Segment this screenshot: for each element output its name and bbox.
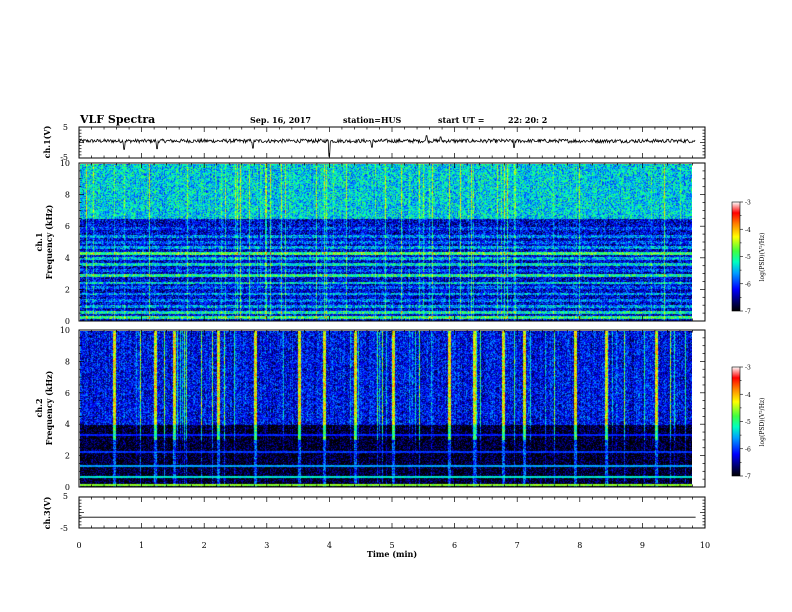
- ch1-spectrogram-ytick-label: 10: [60, 159, 70, 168]
- ch1-spectrogram-ylabel2: Frequency (kHz): [44, 204, 54, 279]
- figure-start-label: start UT =: [438, 115, 485, 125]
- ch1-spectrogram-canvas: [80, 164, 692, 321]
- ch2-spectrogram-ytick-label: 10: [60, 326, 70, 335]
- x-tick-label: 4: [327, 541, 332, 550]
- ch1-ytick-top: 5: [63, 123, 68, 132]
- x-tick-label: 6: [452, 541, 457, 550]
- ch1-spectrogram-ytick-label: 6: [65, 222, 70, 231]
- ch1-spectrogram-ytick-label: 4: [65, 254, 70, 263]
- ch1-colorbar-tick-label: -3: [745, 200, 751, 207]
- ch1-waveform-panel: 5 -5 ch.1(V): [42, 123, 706, 162]
- ch3-waveform-ylabel: ch.3(V): [42, 496, 52, 529]
- ch2-spectrogram-yticks: 0 2 4 6 8 10: [60, 326, 70, 492]
- figure-start-time: 22: 20: 2: [508, 115, 547, 125]
- ch1-colorbar-ticks: -3 -4 -5 -6 -7: [740, 200, 751, 316]
- ch3-waveform-ticks: [78, 496, 706, 529]
- x-tick-label: 8: [577, 541, 582, 550]
- x-tick-label: 2: [202, 541, 207, 550]
- ch1-spectrogram-ytick-label: 0: [65, 317, 70, 326]
- x-tick-label: 3: [264, 541, 269, 550]
- x-tick-label: 10: [700, 541, 710, 550]
- ch2-spectrogram-ticks: [78, 329, 706, 488]
- ch2-spectrogram-ytick-label: 4: [65, 420, 70, 429]
- ch2-colorbar-tick-label: -4: [745, 392, 751, 399]
- ch2-colorbar-tick-label: -5: [745, 419, 751, 426]
- ch2-colorbar-tick-label: -7: [745, 474, 751, 481]
- ch2-colorbar-tick-label: -6: [745, 446, 751, 453]
- ch2-spectrogram-panel: 0 2 4 6 8 10 ch.2 Frequency (kHz): [34, 326, 706, 492]
- ch3-ytick-top: 5: [63, 492, 68, 501]
- ch1-spectrogram-yticks: 0 2 4 6 8 10: [60, 159, 70, 326]
- figure-station: station=HUS: [343, 115, 402, 125]
- ch1-spectrogram-panel: 0 2 4 6 8 10 ch.1 Frequency (kHz): [34, 159, 706, 326]
- x-tick-label: 5: [389, 541, 394, 550]
- x-tick-labels: 0 1 2 3 4 5 6 7 8 9 10: [76, 541, 710, 550]
- ch1-waveform-ticks: [78, 126, 706, 159]
- ch1-colorbar-gradient: [731, 201, 741, 312]
- ch1-colorbar-tick-label: -7: [745, 309, 751, 316]
- ch1-spectrogram-ticks: [78, 162, 706, 322]
- ch3-ytick-bottom: -5: [60, 524, 68, 533]
- ch1-colorbar-tick-label: -4: [745, 227, 751, 234]
- ch2-colorbar-tick-label: -3: [745, 365, 751, 372]
- ch2-spectrogram-ytick-label: 0: [65, 483, 70, 492]
- ch2-colorbar: -3 -4 -5 -6 -7 log(PSD)(V²/Hz): [731, 365, 766, 481]
- x-tick-label: 0: [76, 541, 81, 550]
- ch1-ytick-bottom: -5: [60, 153, 68, 162]
- ch1-colorbar: -3 -4 -5 -6 -7 log(PSD)(V²/Hz): [731, 200, 766, 316]
- ch1-waveform-trace: [78, 135, 696, 157]
- figure-date: Sep. 16, 2017: [250, 115, 311, 125]
- ch1-spectrogram-ytick-label: 8: [65, 191, 70, 200]
- ch2-spectrogram-ytick-label: 8: [65, 357, 70, 366]
- x-tick-label: 9: [640, 541, 645, 550]
- ch2-colorbar-label: log(PSD)(V²/Hz): [759, 398, 766, 447]
- x-axis-label: Time (min): [367, 549, 417, 559]
- ch1-colorbar-label: log(PSD)(V²/Hz): [759, 233, 766, 282]
- figure-title: VLF Spectra: [79, 113, 155, 126]
- ch1-colorbar-tick-label: -6: [745, 281, 751, 288]
- ch2-spectrogram-ytick-label: 2: [65, 452, 70, 461]
- ch1-waveform-ylabel: ch.1(V): [42, 125, 52, 158]
- ch3-waveform-frame: [78, 496, 706, 529]
- ch2-spectrogram-canvas: [80, 331, 692, 487]
- ch1-spectrogram-ytick-label: 2: [65, 285, 70, 294]
- x-tick-label: 1: [139, 541, 144, 550]
- ch1-waveform-frame: [78, 126, 706, 159]
- ch2-spectrogram-ylabel: ch.2: [34, 398, 44, 417]
- ch3-waveform-panel: 5 -5 ch.3(V) 0 1 2 3 4 5 6 7 8 9 10 Time (min): [42, 492, 710, 559]
- x-tick-label: 7: [515, 541, 520, 550]
- ch2-spectrogram-ylabel2: Frequency (kHz): [44, 370, 54, 445]
- ch2-colorbar-gradient: [731, 366, 741, 477]
- ch1-colorbar-tick-label: -5: [745, 254, 751, 261]
- ch2-spectrogram-ytick-label: 6: [65, 389, 70, 398]
- ch2-colorbar-ticks: -3 -4 -5 -6 -7: [740, 365, 751, 481]
- ch1-spectrogram-ylabel: ch.1: [34, 232, 44, 251]
